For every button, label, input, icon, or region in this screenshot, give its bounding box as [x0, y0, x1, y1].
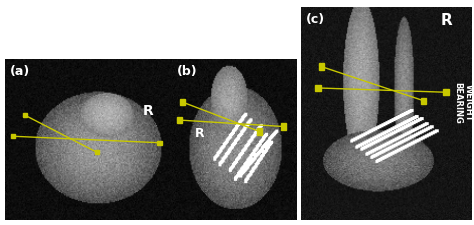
Bar — [319, 63, 324, 70]
Bar — [157, 141, 162, 145]
Bar — [282, 123, 286, 130]
Bar — [11, 134, 15, 138]
Text: R: R — [195, 126, 205, 140]
Bar — [444, 89, 448, 95]
Text: (b): (b) — [177, 65, 197, 78]
Bar — [181, 99, 185, 106]
Text: WEIGHT
BEARING: WEIGHT BEARING — [454, 82, 473, 124]
Text: R: R — [441, 13, 453, 28]
Bar — [316, 85, 320, 91]
Bar — [421, 98, 427, 104]
Bar — [257, 128, 262, 135]
Bar — [177, 117, 182, 123]
Bar — [95, 151, 100, 155]
Text: R: R — [143, 104, 154, 118]
Text: (a): (a) — [10, 65, 30, 78]
Text: (c): (c) — [306, 13, 325, 26]
Bar — [23, 113, 27, 117]
